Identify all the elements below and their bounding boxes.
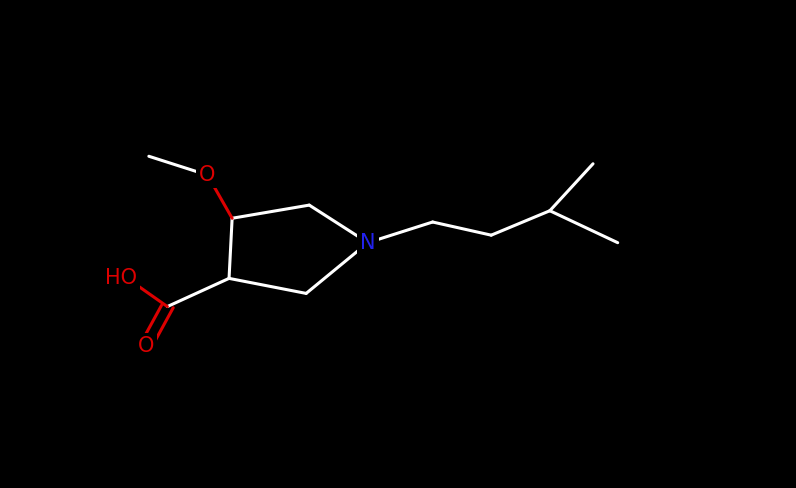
- Text: N: N: [360, 233, 376, 253]
- Text: O: O: [138, 336, 154, 356]
- Text: O: O: [199, 165, 216, 185]
- Text: HO: HO: [105, 268, 137, 288]
